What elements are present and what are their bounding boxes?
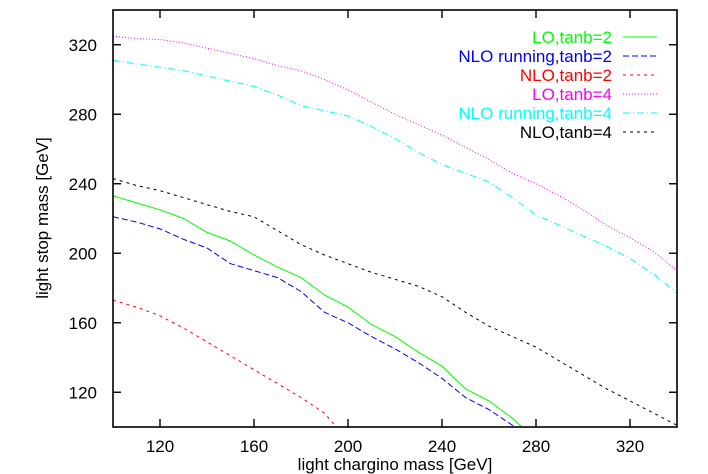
plot-frame <box>112 9 678 428</box>
ticks-layer: 120 160 200 240 280 320 120 160 200 240 280 320 <box>69 10 677 456</box>
legend-label: LO,tanb=2 <box>532 28 612 47</box>
series-line-3 <box>112 299 337 428</box>
y-axis-label: light stop mass [GeV] <box>33 137 52 299</box>
y-tick-label: 120 <box>69 383 97 402</box>
legend-label: NLO running,tanb=4 <box>458 104 612 123</box>
x-tick-label: 320 <box>616 437 644 456</box>
x-tick-label: 120 <box>146 437 174 456</box>
series-line-1 <box>112 195 523 428</box>
series-layer <box>112 35 678 428</box>
x-tick-label: 160 <box>240 437 268 456</box>
y-tick-label: 280 <box>69 105 97 124</box>
x-tick-label: 240 <box>428 437 456 456</box>
legend-label: NLO running,tanb=2 <box>458 47 612 66</box>
x-axis-label: light chargino mass [GeV] <box>298 455 493 474</box>
legend-label: LO,tanb=4 <box>532 85 612 104</box>
legend-label: NLO,tanb=2 <box>520 66 612 85</box>
y-tick-label: 200 <box>69 244 97 263</box>
x-tick-label: 200 <box>334 437 362 456</box>
series-line-5 <box>112 59 678 294</box>
legend-label: NLO,tanb=4 <box>520 123 612 142</box>
series-line-2 <box>112 216 516 428</box>
x-tick-label: 280 <box>522 437 550 456</box>
y-tick-label: 320 <box>69 36 97 55</box>
series-line-6 <box>112 178 678 426</box>
y-tick-label: 240 <box>69 175 97 194</box>
y-tick-label: 160 <box>69 314 97 333</box>
